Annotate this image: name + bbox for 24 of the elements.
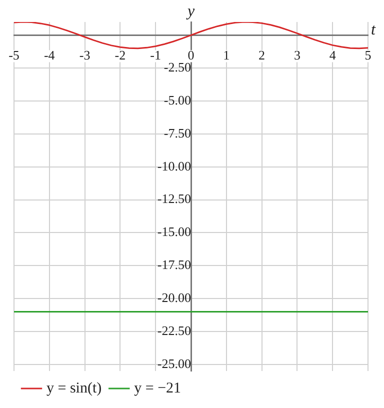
x-tick-label: 2: [258, 48, 266, 63]
y-axis-title: y: [185, 3, 196, 20]
x-tick-label: -2: [114, 48, 126, 63]
y-tick-label: -10.00: [157, 158, 191, 174]
x-tick-label: 3: [294, 48, 300, 63]
y-tick-label: -15.00: [157, 224, 191, 240]
x-tick-label: -4: [44, 48, 56, 63]
y-tick-label: -25.00: [157, 356, 191, 371]
x-axis-title: t: [371, 21, 376, 38]
x-tick-label: -3: [79, 48, 90, 63]
y-tick-label: -17.50: [157, 257, 191, 272]
y-tick-label: -22.50: [157, 322, 191, 338]
y-tick-label: -7.50: [164, 125, 191, 140]
x-tick-label: -1: [150, 48, 162, 63]
x-tick-label: 1: [223, 48, 230, 63]
y-tick-label: -20.00: [157, 290, 191, 305]
x-tick-label: 0: [188, 48, 194, 63]
x-tick-label: 5: [364, 48, 372, 63]
legend-label: y = sin(t): [46, 380, 102, 396]
y-tick-label: -5.00: [164, 92, 191, 108]
y-tick-label: -12.50: [157, 191, 191, 206]
x-tick-label: -5: [8, 48, 20, 63]
legend-label: y = −21: [134, 380, 182, 396]
x-tick-label: 4: [329, 48, 336, 63]
